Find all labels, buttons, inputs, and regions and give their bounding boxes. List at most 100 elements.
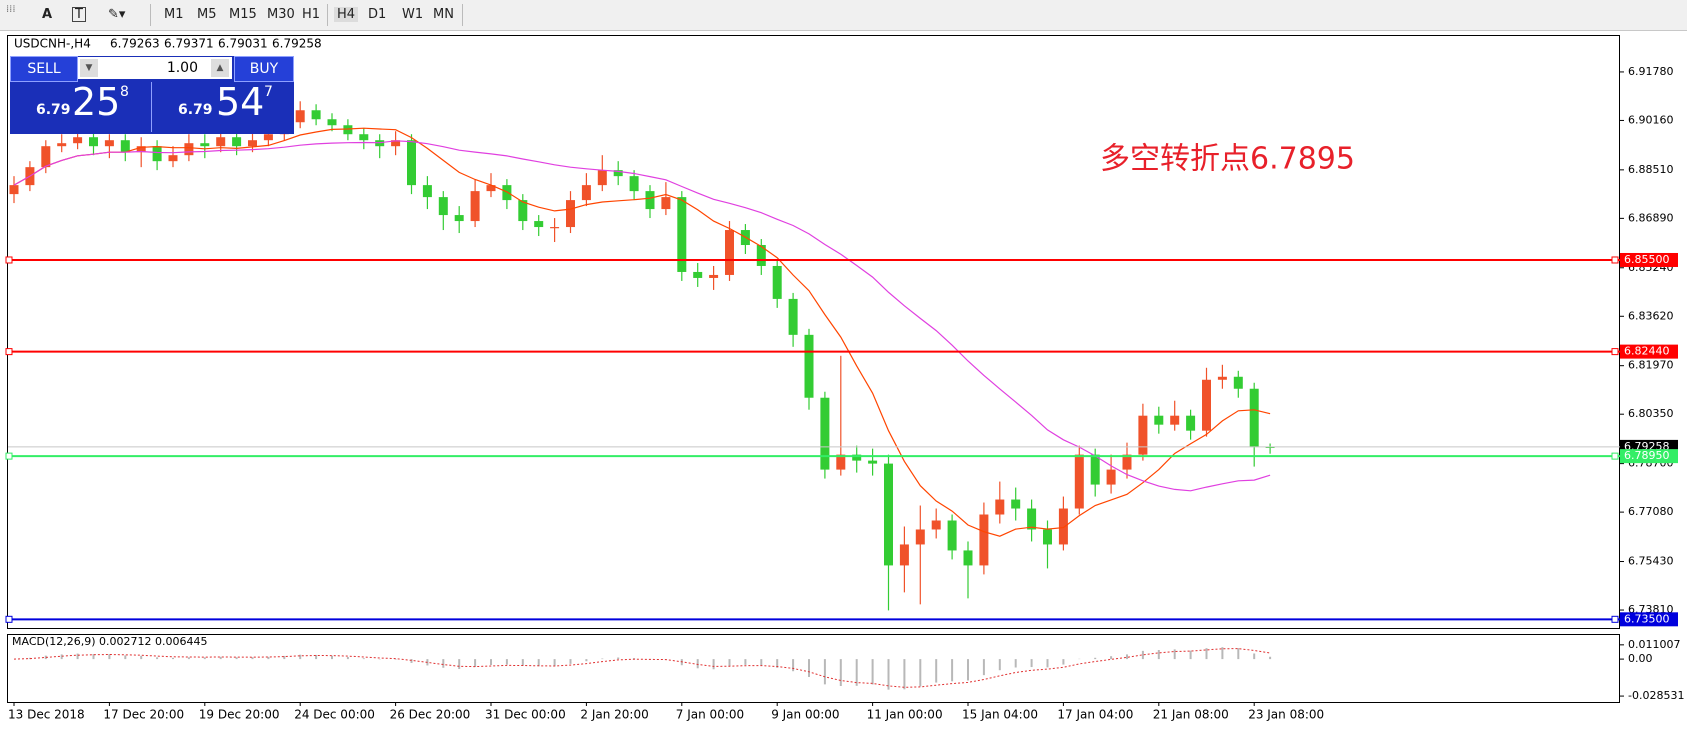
candle-body — [89, 137, 98, 147]
toolbar-button[interactable]: D1 — [368, 7, 387, 22]
lots-down[interactable]: ▼ — [80, 59, 98, 77]
x-tick-label: 2 Jan 20:00 — [580, 708, 648, 722]
x-tick-label: 17 Dec 20:00 — [103, 708, 184, 722]
y-tick-label: 6.75430 — [1628, 555, 1674, 568]
candle-body — [263, 134, 273, 141]
x-tick-label: 26 Dec 20:00 — [390, 708, 471, 722]
candle-body — [1106, 469, 1116, 485]
candle-body — [168, 155, 178, 162]
icon[interactable]: ✎▾ — [108, 7, 126, 22]
x-tick-label: 15 Jan 04:00 — [962, 708, 1038, 722]
price-label-box — [1620, 252, 1678, 267]
candle-body — [295, 110, 305, 123]
candle-body — [1027, 508, 1037, 530]
ask-pips: 54 — [216, 80, 265, 124]
y-tick-label: 6.81970 — [1628, 359, 1674, 372]
macd-frame — [7, 634, 1620, 703]
x-tick-label: 31 Dec 00:00 — [485, 708, 566, 722]
candle-body — [152, 146, 162, 162]
price-label-box — [1620, 612, 1678, 627]
buy-button[interactable]: BUY — [234, 56, 294, 82]
x-tick-label: 24 Dec 00:00 — [294, 708, 375, 722]
line-handle — [1611, 256, 1619, 264]
line-handle — [5, 256, 13, 264]
candle-body — [327, 119, 337, 126]
separator — [462, 4, 463, 26]
bid-big: 6.79 — [36, 102, 71, 118]
candle-body — [899, 544, 909, 566]
candle-body — [184, 143, 194, 156]
candle-body — [852, 454, 862, 461]
lots-input[interactable]: 1.00 — [78, 57, 232, 79]
candle-body — [9, 185, 19, 195]
candle-body — [216, 137, 226, 147]
x-tick-label: 11 Jan 00:00 — [867, 708, 943, 722]
candle-body — [1233, 376, 1243, 389]
toolbar-button[interactable]: M15 — [229, 7, 257, 22]
icon: ⁞⁞⁞ — [6, 4, 16, 15]
toolbar-button[interactable]: H1 — [302, 7, 321, 22]
candle-body — [73, 137, 83, 144]
line-handle — [5, 452, 13, 460]
candle-body — [661, 197, 671, 210]
ask-big: 6.79 — [178, 102, 213, 118]
line-handle — [5, 348, 13, 356]
candle-body — [104, 140, 114, 147]
candle-body — [1249, 388, 1259, 447]
y-tick-label: 6.91780 — [1628, 65, 1674, 78]
candle-body — [57, 143, 67, 147]
main-frame — [7, 35, 1620, 629]
toolbar-button[interactable]: M1 — [164, 7, 184, 22]
candle-body — [438, 197, 448, 216]
y-tick-label: 6.90160 — [1628, 113, 1674, 126]
macd-area — [13, 647, 1272, 690]
slow-ma — [13, 140, 1271, 492]
x-tick-label: 19 Dec 20:00 — [199, 708, 280, 722]
candle-body — [343, 125, 353, 135]
toolbar-button[interactable]: W1 — [402, 7, 424, 22]
macd-label: MACD(12,26,9) 0.002712 0.006445 — [12, 635, 208, 648]
toolbar-button[interactable]: M30 — [267, 7, 295, 22]
candle-body — [820, 397, 830, 470]
candle-body — [534, 221, 544, 228]
price-label: 6.73500 — [1624, 612, 1670, 625]
icon[interactable]: T — [72, 7, 86, 22]
candle-body — [1058, 508, 1068, 545]
candle-body — [693, 271, 703, 278]
toolbar-button[interactable]: MN — [433, 7, 454, 22]
macd-y-tick-label: 0.00 — [1628, 652, 1653, 665]
candle-body — [804, 334, 814, 398]
x-tick-label: 13 Dec 2018 — [8, 708, 85, 722]
macd-y-tick-label: -0.028531 — [1628, 689, 1684, 702]
candle-body — [200, 143, 210, 147]
candle-body — [979, 514, 989, 566]
candle-body — [995, 499, 1005, 515]
y-tick-label: 6.83620 — [1628, 309, 1674, 322]
candle-body — [1122, 454, 1132, 470]
y-tick-label: 6.88510 — [1628, 163, 1674, 176]
candle-body — [1202, 379, 1211, 431]
candle-body — [884, 463, 893, 566]
candle-body — [836, 454, 846, 470]
divider — [151, 82, 152, 132]
candle-body — [1043, 529, 1052, 545]
candle-body — [41, 146, 51, 168]
x-tick-label: 23 Jan 08:00 — [1248, 708, 1324, 722]
ask-fraction: 7 — [264, 84, 273, 100]
candle-body — [931, 520, 941, 530]
y-tick-label: 6.77080 — [1628, 505, 1674, 518]
x-tick-label: 17 Jan 04:00 — [1057, 708, 1133, 722]
candle-body — [963, 550, 973, 566]
candle-body — [756, 245, 766, 266]
candle-body — [1074, 454, 1084, 509]
line-handle — [5, 615, 13, 623]
candle-body — [613, 170, 623, 177]
sell-button[interactable]: SELL — [10, 56, 78, 82]
lots-up[interactable]: ▲ — [211, 59, 229, 77]
toolbar-button[interactable]: H4 — [334, 7, 359, 22]
toolbar-button[interactable]: A — [42, 7, 53, 22]
toolbar-button[interactable]: M5 — [197, 7, 217, 22]
toolbar: ⁞⁞⁞ A T ✎▾ M1 M5 M15 M30 H1 H4 D1 W1 MN — [0, 0, 1687, 31]
price-label-box — [1620, 344, 1678, 359]
